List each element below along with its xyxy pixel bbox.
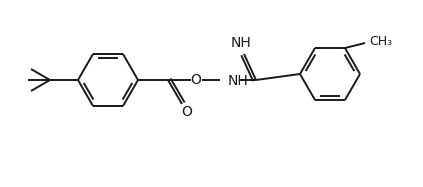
Text: CH₃: CH₃ bbox=[369, 35, 392, 47]
Text: O: O bbox=[191, 73, 201, 87]
Text: NH: NH bbox=[228, 74, 249, 88]
Text: NH: NH bbox=[231, 36, 251, 50]
Text: O: O bbox=[181, 105, 192, 119]
